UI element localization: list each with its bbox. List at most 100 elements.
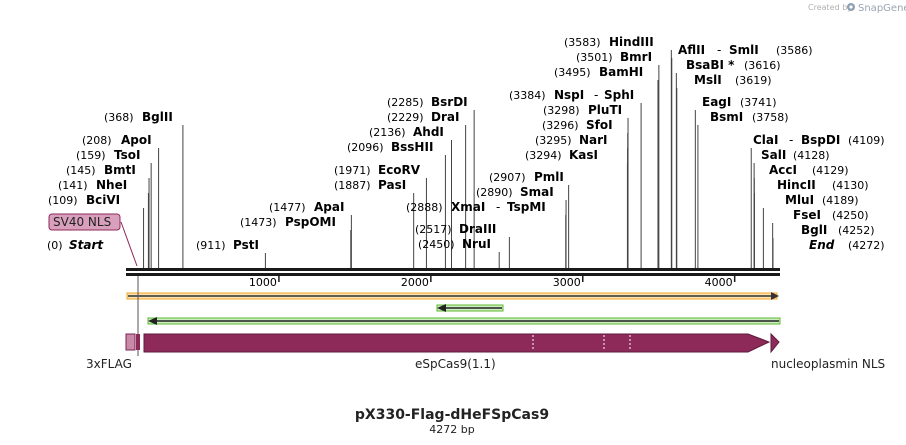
flag-feature[interactable] <box>125 333 140 351</box>
site-enzyme[interactable]: EagI <box>702 95 731 109</box>
site-pos: (2136) <box>369 126 406 139</box>
site-enzyme[interactable]: BsaBI * <box>686 58 735 72</box>
site-enzyme[interactable]: NarI <box>579 133 608 147</box>
green-feature-arrow-long[interactable] <box>147 317 781 325</box>
site-pos: (4189) <box>822 194 859 207</box>
site-enzyme[interactable]: BsrDI <box>431 95 468 109</box>
site-enzyme[interactable]: BsmI <box>710 110 743 124</box>
site-pos: (141) <box>58 179 88 192</box>
site-enzyme[interactable]: NruI <box>462 237 491 251</box>
svg-text:-: - <box>789 133 793 147</box>
nucleoplasmin-nls-feature[interactable] <box>770 332 780 354</box>
site-pos: (2890) <box>476 186 513 199</box>
site-leader-lines <box>143 50 774 268</box>
sequence-backbone <box>126 268 780 276</box>
site-enzyme[interactable]: KasI <box>569 148 598 162</box>
sv40-nls-label: SV40 NLS <box>53 215 111 229</box>
nucleoplasmin-label: nucleoplasmin NLS <box>771 357 885 371</box>
scale-tick-label: 1000 <box>249 276 277 289</box>
site-enzyme[interactable]: PspOMI <box>285 215 336 229</box>
site-enzyme[interactable]: PstI <box>233 238 259 252</box>
scale-tick-label: 2000 <box>401 276 429 289</box>
site-enzyme[interactable]: SmaI <box>520 185 554 199</box>
site-enzyme[interactable]: ApoI <box>121 133 152 147</box>
site-enzyme[interactable]: TspMI <box>507 200 546 214</box>
site-enzyme[interactable]: BssHII <box>391 140 433 154</box>
credit-prefix: Created by <box>808 3 852 12</box>
site-pos: (3586) <box>776 44 813 57</box>
site-enzyme[interactable]: TsoI <box>114 148 140 162</box>
cas9-label: eSpCas9(1.1) <box>415 357 496 371</box>
site-pos: (3295) <box>535 134 572 147</box>
green-feature-arrow-short[interactable] <box>436 304 504 312</box>
site-pos: (3741) <box>740 96 777 109</box>
site-pos: (4130) <box>832 179 869 192</box>
site-enzyme[interactable]: EcoRV <box>378 163 421 177</box>
site-enzyme[interactable]: DraI <box>431 110 459 124</box>
site-pos: (0) <box>47 239 63 252</box>
site-enzyme[interactable]: HindIII <box>609 35 654 49</box>
site-enzyme[interactable]: SfoI <box>586 118 613 132</box>
plasmid-length: 4272 bp <box>429 423 474 436</box>
site-enzyme[interactable]: BspDI <box>801 133 840 147</box>
site-pos: (911) <box>196 239 226 252</box>
site-enzyme[interactable]: BglI <box>801 223 827 237</box>
site-enzyme[interactable]: BmtI <box>104 163 136 177</box>
site-pos: (2096) <box>347 141 384 154</box>
site-pos: (3616) <box>744 59 781 72</box>
site-enzyme[interactable]: MluI <box>785 193 814 207</box>
site-pos: (3583) <box>564 36 601 49</box>
sv40-nls-box <box>48 213 121 231</box>
site-start: Start <box>69 238 104 252</box>
plasmid-title: pX330-Flag-dHeFSpCas9 <box>355 407 549 423</box>
site-enzyme[interactable]: NheI <box>96 178 127 192</box>
site-pos: (3296) <box>542 119 579 132</box>
site-pos: (145) <box>66 164 96 177</box>
sv40-nls-feature[interactable]: SV40 NLS <box>48 213 138 267</box>
svg-text:-: - <box>496 200 500 214</box>
site-enzyme[interactable]: MslI <box>694 73 722 87</box>
flag-label: 3xFLAG <box>86 357 132 371</box>
site-enzyme[interactable]: AflII <box>678 43 705 57</box>
site-pos: (3298) <box>543 104 580 117</box>
site-pos: (368) <box>104 111 134 124</box>
orange-feature-arrow[interactable] <box>126 292 779 300</box>
site-enzyme[interactable]: BglII <box>142 110 173 124</box>
site-enzyme[interactable]: BmrI <box>620 50 652 64</box>
scale-tick-label: 4000 <box>705 276 733 289</box>
site-enzyme[interactable]: DraIII <box>459 222 496 236</box>
cas9-feature[interactable] <box>143 333 771 353</box>
site-enzyme[interactable]: FseI <box>793 208 821 222</box>
site-enzyme[interactable]: BamHI <box>599 65 643 79</box>
site-pos: (3294) <box>525 149 562 162</box>
svg-text:-: - <box>594 88 598 102</box>
site-pos: (2450) <box>418 238 455 251</box>
site-enzyme[interactable]: AccI <box>769 163 797 177</box>
site-pos: (159) <box>76 149 106 162</box>
site-enzyme[interactable]: AhdI <box>413 125 444 139</box>
site-pos: (109) <box>48 194 78 207</box>
site-pos: (2229) <box>387 111 424 124</box>
site-pos: (2888) <box>406 201 443 214</box>
site-enzyme[interactable]: PmlI <box>534 170 564 184</box>
site-end: End <box>809 238 835 252</box>
site-enzyme[interactable]: SphI <box>604 88 634 102</box>
site-enzyme[interactable]: ApaI <box>314 200 344 214</box>
site-enzyme[interactable]: BciVI <box>86 193 120 207</box>
site-enzyme[interactable]: XmaI <box>451 200 485 214</box>
site-pos: (4252) <box>838 224 875 237</box>
scale-tick-label: 3000 <box>553 276 581 289</box>
site-enzyme[interactable]: SmlI <box>729 43 759 57</box>
site-enzyme[interactable]: SalI <box>761 148 786 162</box>
site-pos: (3619) <box>735 74 772 87</box>
enzyme-site-labels: (368) BglII (208) ApoI (159) TsoI (145) … <box>47 35 885 252</box>
svg-text:-: - <box>717 43 721 57</box>
site-enzyme[interactable]: HincII <box>777 178 816 192</box>
site-enzyme[interactable]: ClaI <box>753 133 778 147</box>
site-enzyme[interactable]: NspI <box>554 88 584 102</box>
snapgene-logo-icon <box>847 3 855 11</box>
site-pos: (4272) <box>848 239 885 252</box>
site-enzyme[interactable]: PluTI <box>588 103 622 117</box>
site-enzyme[interactable]: PasI <box>378 178 406 192</box>
